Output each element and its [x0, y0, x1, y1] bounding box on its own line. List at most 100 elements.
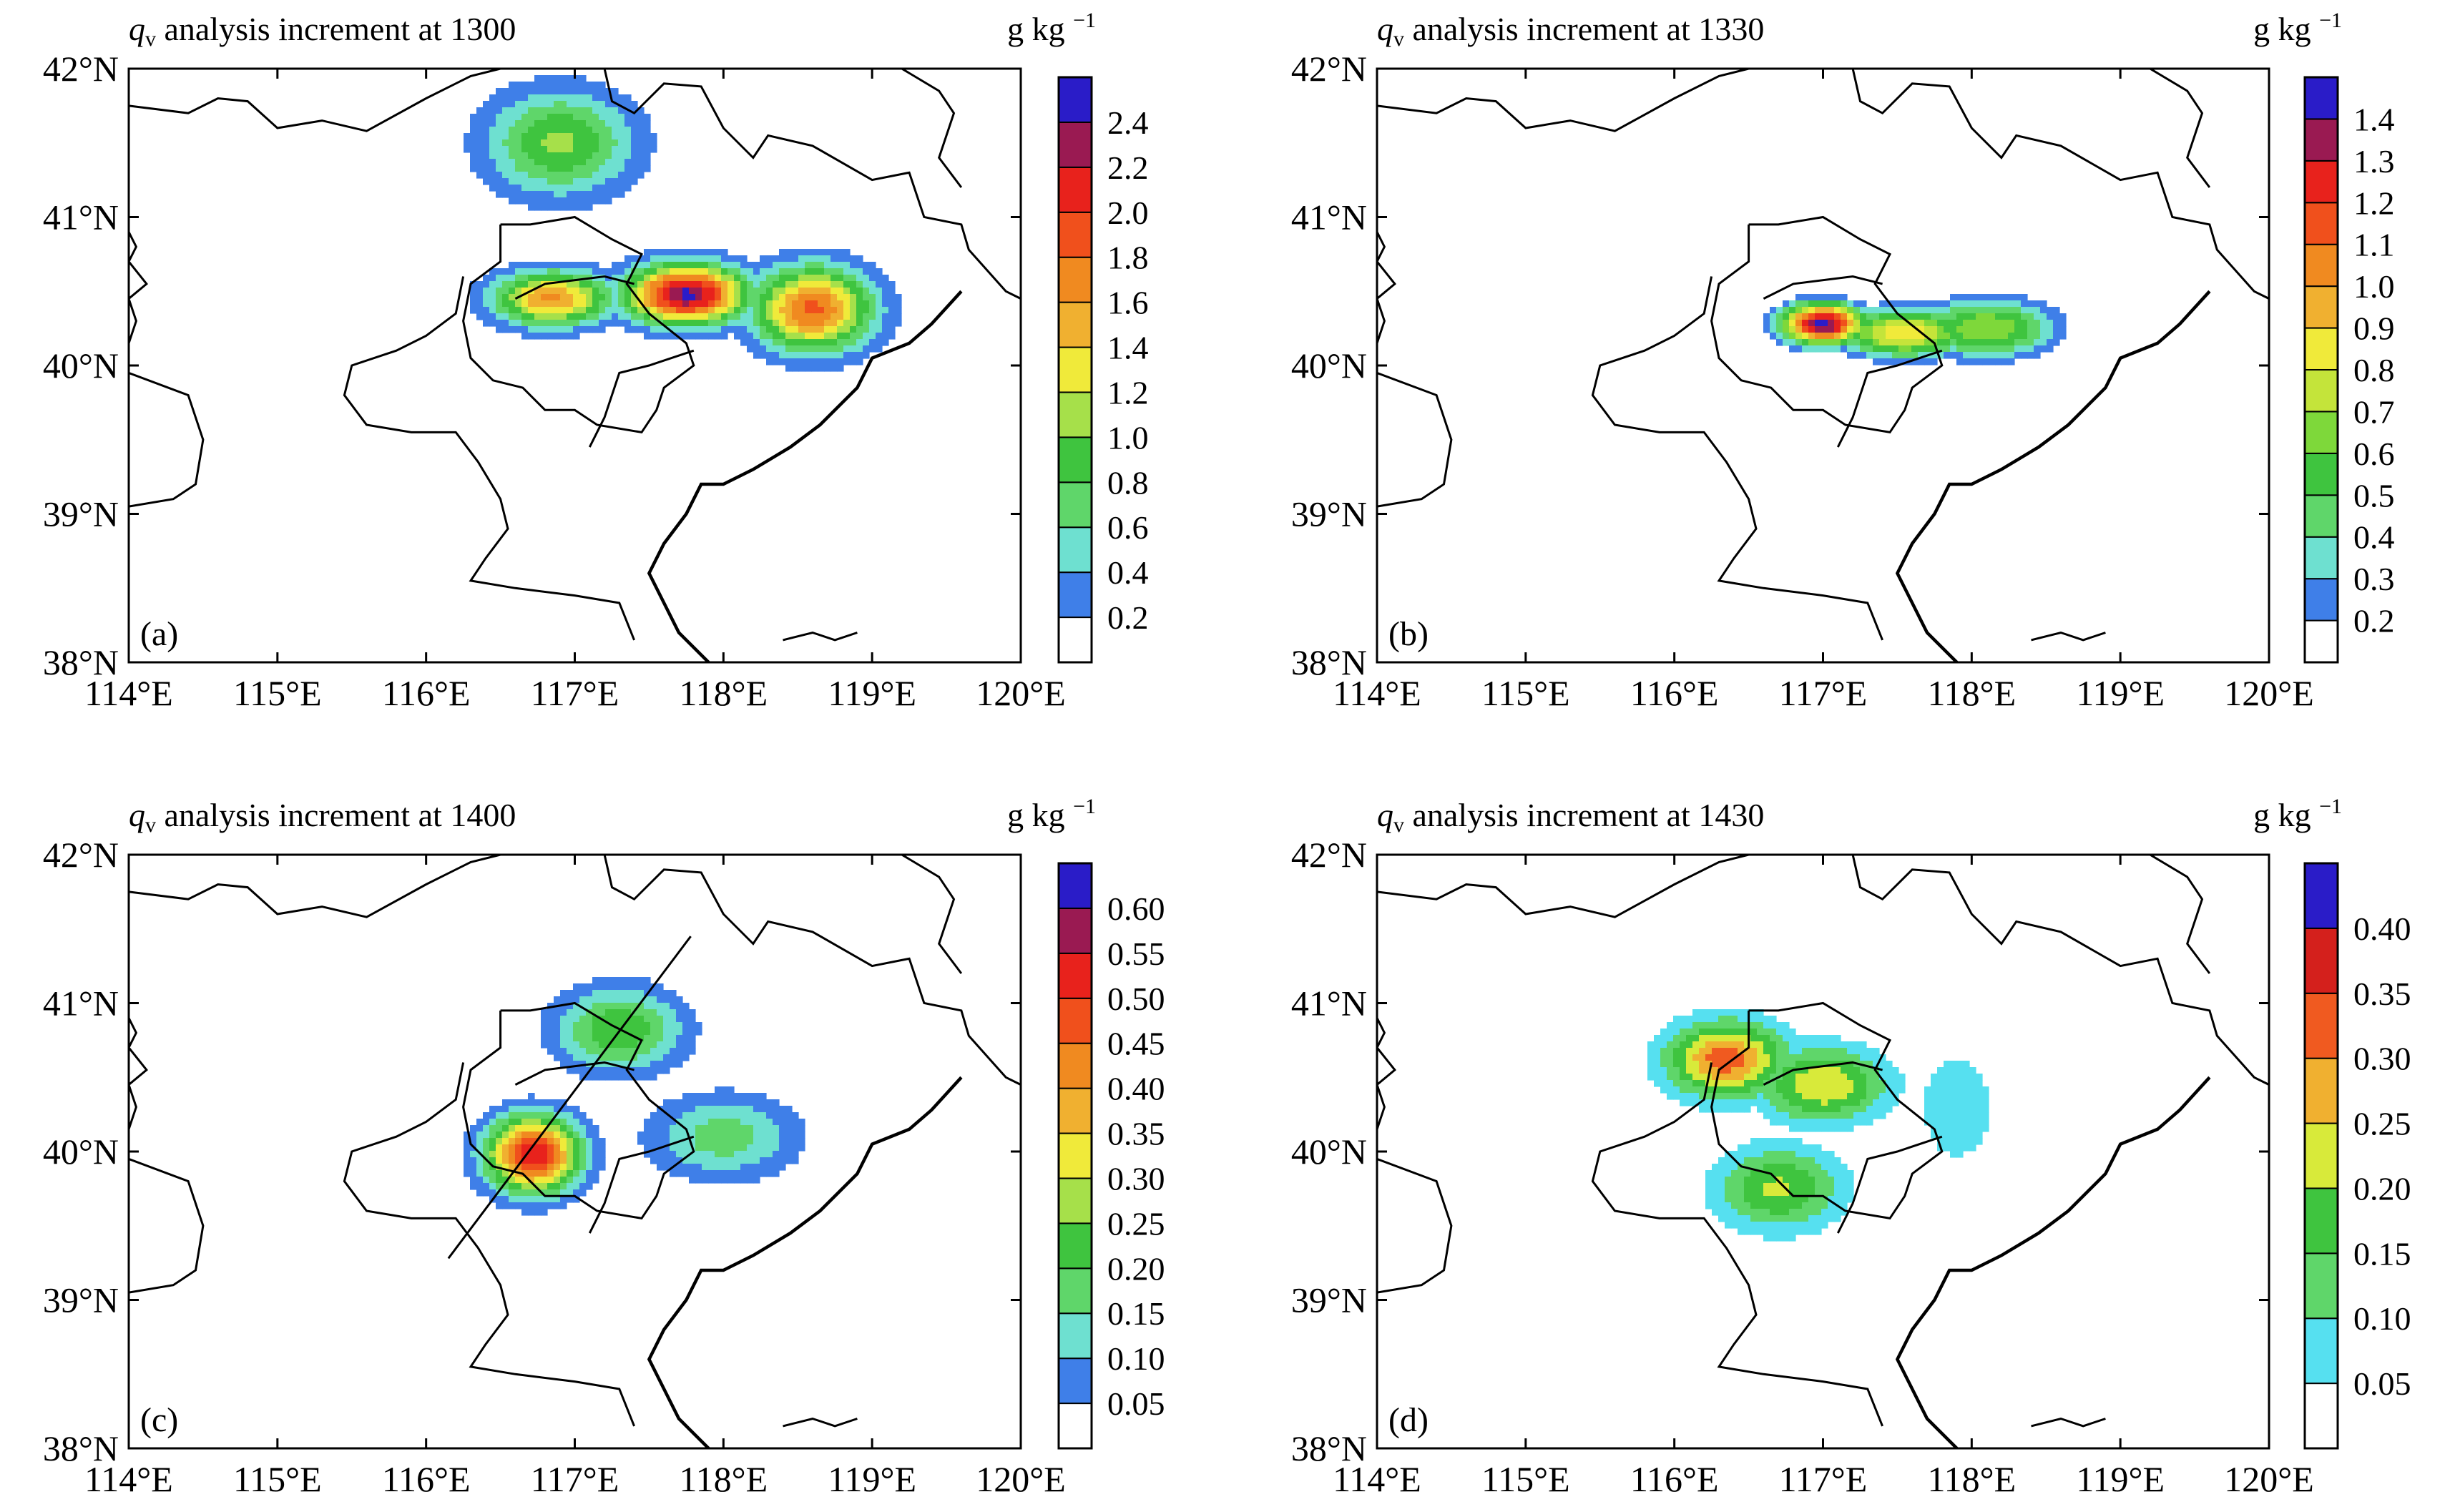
- title-var: q: [129, 797, 145, 833]
- lat-label: 42°N: [1291, 49, 1367, 89]
- lat-label: 42°N: [43, 49, 119, 89]
- title-var: q: [129, 11, 145, 47]
- colorbar-swatch: [2304, 159, 2338, 204]
- colorbar-swatch: [1058, 301, 1092, 348]
- colorbar-label: 0.30: [2353, 1041, 2411, 1077]
- title-subscript: v: [1393, 27, 1404, 51]
- title-var: q: [1377, 797, 1393, 833]
- boundary-line: [1377, 69, 1749, 132]
- unit-base: g kg: [2253, 11, 2319, 47]
- colorbar-label: 2.0: [1107, 195, 1149, 231]
- lon-label: 120°E: [976, 1459, 1066, 1499]
- lon-label: 117°E: [531, 1459, 619, 1499]
- boundary-line: [1591, 1062, 1883, 1427]
- colorbar-label: 0.8: [1107, 464, 1149, 501]
- boundary-line: [603, 69, 1021, 300]
- colorbar-swatch: [2304, 118, 2338, 162]
- lat-label: 38°N: [43, 1428, 119, 1468]
- boundary-line: [1377, 371, 1453, 508]
- cross-section-line: [447, 936, 692, 1260]
- colorbar-frame: [1057, 862, 1093, 1450]
- panel-b: 114°E 115°E 116°E 117°E 118°E 119°E 120°E 38°N 3…: [1291, 9, 2395, 713]
- map-area: [129, 69, 1021, 662]
- colorbar-label: 1.2: [2353, 185, 2395, 221]
- lat-label: 38°N: [1291, 1428, 1367, 1468]
- boundary-line: [1895, 1076, 2211, 1448]
- colorbar-label: 0.8: [2353, 352, 2395, 388]
- boundary-line: [462, 215, 695, 434]
- colorbar-swatch: [1058, 1403, 1092, 1449]
- lon-label: 118°E: [679, 673, 768, 713]
- lon-label: 119°E: [2076, 1459, 2165, 1499]
- colorbar-label: 0.2: [2353, 603, 2395, 639]
- colorbar-label: 0.6: [1107, 509, 1149, 546]
- colorbar-label: 0.60: [1107, 890, 1165, 927]
- boundary-line: [129, 1017, 148, 1130]
- colorbar-swatch: [1058, 391, 1092, 438]
- boundary-line: [2031, 1417, 2106, 1428]
- colorbar-swatch: [1058, 1042, 1092, 1089]
- colorbar: 0.2 0.3 0.4 0.5 0.6 0.7 0.8 0.9 1.0 1.1 1.2 1.3 1.4: [2303, 76, 2395, 664]
- colorbar-swatch: [2304, 1122, 2338, 1189]
- panel-label: (d): [1388, 1401, 1429, 1439]
- colorbar-swatch: [2304, 578, 2338, 622]
- colorbar-label: 1.0: [1107, 419, 1149, 456]
- colorbar-label: 0.4: [2353, 519, 2395, 556]
- boundary-line: [1895, 290, 2211, 662]
- colorbar-label: 0.15: [1107, 1295, 1165, 1332]
- colorbar-label: 0.6: [2353, 436, 2395, 472]
- boundary-line: [129, 1157, 205, 1294]
- colorbar-label: 0.35: [2353, 976, 2411, 1012]
- boundary-line: [1377, 855, 1749, 918]
- boundary-line: [1763, 1061, 1883, 1086]
- colorbar-swatch: [2304, 1187, 2338, 1255]
- colorbar-label: 0.55: [1107, 936, 1165, 972]
- colorbar-swatch: [1058, 571, 1092, 619]
- unit-base: g kg: [1007, 797, 1073, 833]
- lat-label: 42°N: [1291, 835, 1367, 875]
- colorbar-swatch: [1058, 346, 1092, 393]
- colorbar-label: 1.4: [2353, 101, 2395, 137]
- colorbar-frame: [2303, 862, 2339, 1450]
- boundary-line: [1710, 1001, 1944, 1220]
- title-time: 1430: [1698, 797, 1764, 833]
- panel-label: (a): [140, 615, 178, 653]
- lon-label: 116°E: [382, 673, 471, 713]
- boundary-line: [901, 855, 963, 974]
- lon-label: 114°E: [1333, 1459, 1421, 1499]
- lon-label: 117°E: [1779, 673, 1868, 713]
- colorbar: 0.05 0.10 0.15 0.20 0.25 0.30 0.35 0.40: [2303, 862, 2411, 1450]
- lon-label: 120°E: [2224, 673, 2314, 713]
- unit-label: g kg −1: [1007, 795, 1096, 833]
- title-subscript: v: [145, 27, 156, 51]
- colorbar-swatch: [1058, 481, 1092, 529]
- colorbar-swatch: [2304, 992, 2338, 1059]
- colorbar-swatch: [2304, 452, 2338, 496]
- unit-exponent: −1: [1073, 795, 1096, 818]
- lon-label: 119°E: [828, 673, 916, 713]
- panel-a: 114°E 115°E 116°E 117°E 118°E 119°E 120°E 38°N 3…: [43, 9, 1149, 713]
- colorbar-swatch: [2304, 411, 2338, 454]
- increment-field: [1763, 294, 2067, 365]
- lat-label: 40°N: [1291, 1131, 1367, 1172]
- title-time: 1300: [450, 11, 516, 47]
- boundary-line: [1591, 276, 1883, 641]
- lon-label: 114°E: [1333, 673, 1421, 713]
- boundary-line: [588, 349, 695, 448]
- colorbar-label: 0.7: [2353, 393, 2395, 430]
- lon-label: 120°E: [976, 673, 1066, 713]
- colorbar-swatch: [2304, 536, 2338, 580]
- boundary-line: [588, 1135, 695, 1234]
- unit-base: g kg: [1007, 11, 1073, 47]
- boundary-line: [343, 276, 635, 641]
- colorbar-label: 1.3: [2353, 143, 2395, 180]
- boundary-line: [129, 69, 501, 132]
- panel-d: 114°E 115°E 116°E 117°E 118°E 119°E 120°E 38°N 3…: [1291, 795, 2411, 1499]
- colorbar-label: 1.4: [1107, 330, 1149, 366]
- boundary-line: [603, 855, 1021, 1086]
- colorbar-label: 0.05: [1107, 1385, 1165, 1422]
- colorbar-label: 0.20: [2353, 1170, 2411, 1207]
- colorbar-swatch: [1058, 1087, 1092, 1134]
- colorbar-label: 1.0: [2353, 268, 2395, 305]
